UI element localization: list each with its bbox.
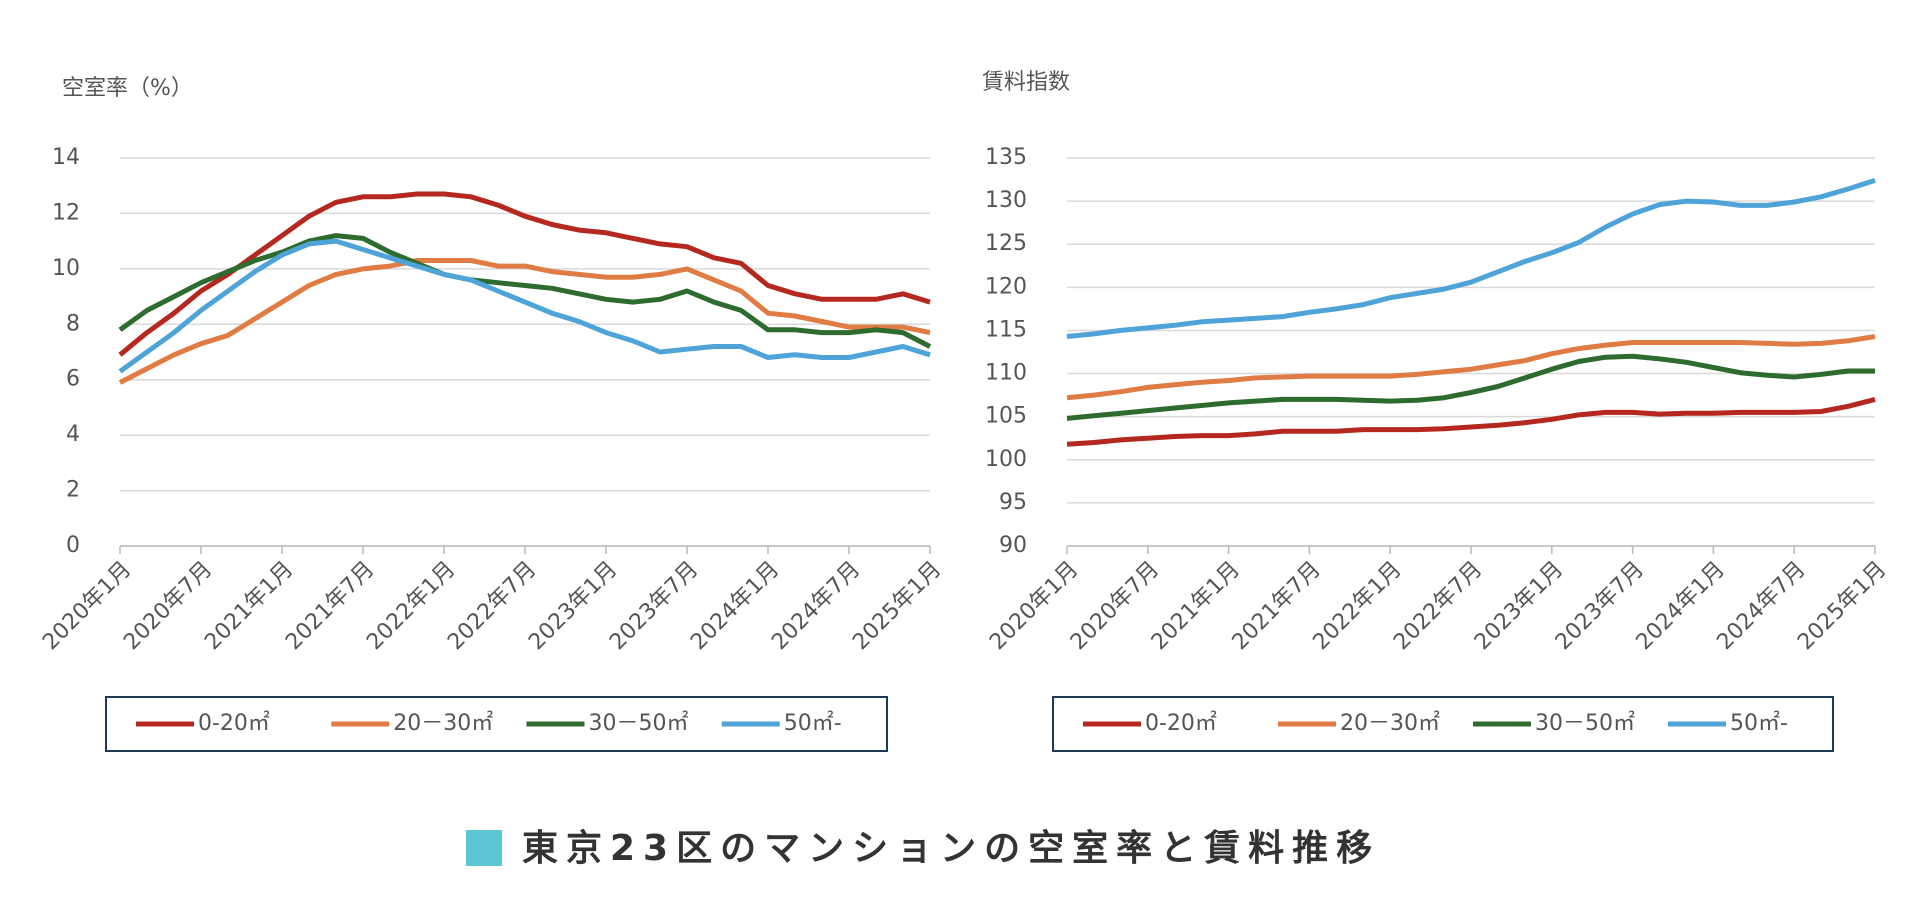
legend-box — [1052, 696, 1834, 752]
y-tick-label: 110 — [985, 361, 1027, 386]
series-line — [118, 233, 932, 349]
legend-label: 20－30㎡ — [393, 710, 493, 736]
y-tick-label: 130 — [985, 188, 1027, 213]
y-tick-label: 120 — [985, 274, 1027, 299]
series-line — [118, 191, 931, 357]
y-tick-label: 105 — [985, 404, 1027, 429]
legend-label: 30－50㎡ — [1535, 710, 1635, 736]
y-tick-label: 135 — [985, 145, 1027, 170]
y-tick-label: 125 — [985, 231, 1027, 256]
legend-box — [105, 696, 888, 752]
y-tick-label: 95 — [999, 490, 1027, 515]
y-tick-label: 10 — [52, 256, 80, 281]
y-tick-label: 2 — [66, 478, 80, 503]
series-line — [1066, 178, 1876, 339]
legend-label: 20－30㎡ — [1340, 710, 1440, 736]
x-tick-label: 2025年1月 — [1793, 557, 1891, 655]
y-tick-label: 100 — [985, 447, 1027, 472]
y-tick-label: 115 — [985, 317, 1027, 342]
y-tick-label: 90 — [999, 533, 1027, 558]
y-tick-label: 0 — [66, 533, 80, 558]
legend-label: 50㎡- — [784, 710, 842, 736]
legend-label: 0-20㎡ — [1145, 710, 1217, 736]
y-tick-label: 8 — [66, 311, 80, 336]
legend-label: 50㎡- — [1730, 710, 1788, 736]
title-marker — [466, 830, 502, 866]
series-line — [118, 238, 931, 374]
y-axis-title: 空室率（%） — [62, 76, 193, 101]
series-line — [1066, 353, 1875, 421]
x-tick-label: 2025年1月 — [848, 557, 946, 655]
page-title: 東京23区のマンションの空室率と賃料推移 — [522, 827, 1380, 869]
series-line — [118, 258, 931, 385]
y-tick-label: 12 — [52, 200, 80, 225]
legend-label: 30－50㎡ — [589, 710, 689, 736]
legend-label: 0-20㎡ — [198, 710, 270, 736]
series-line — [1066, 334, 1876, 401]
y-axis-title: 賃料指数 — [982, 70, 1070, 95]
series-line — [1066, 396, 1876, 447]
y-tick-label: 4 — [66, 422, 80, 447]
y-tick-label: 6 — [66, 367, 80, 392]
y-tick-label: 14 — [52, 145, 80, 170]
